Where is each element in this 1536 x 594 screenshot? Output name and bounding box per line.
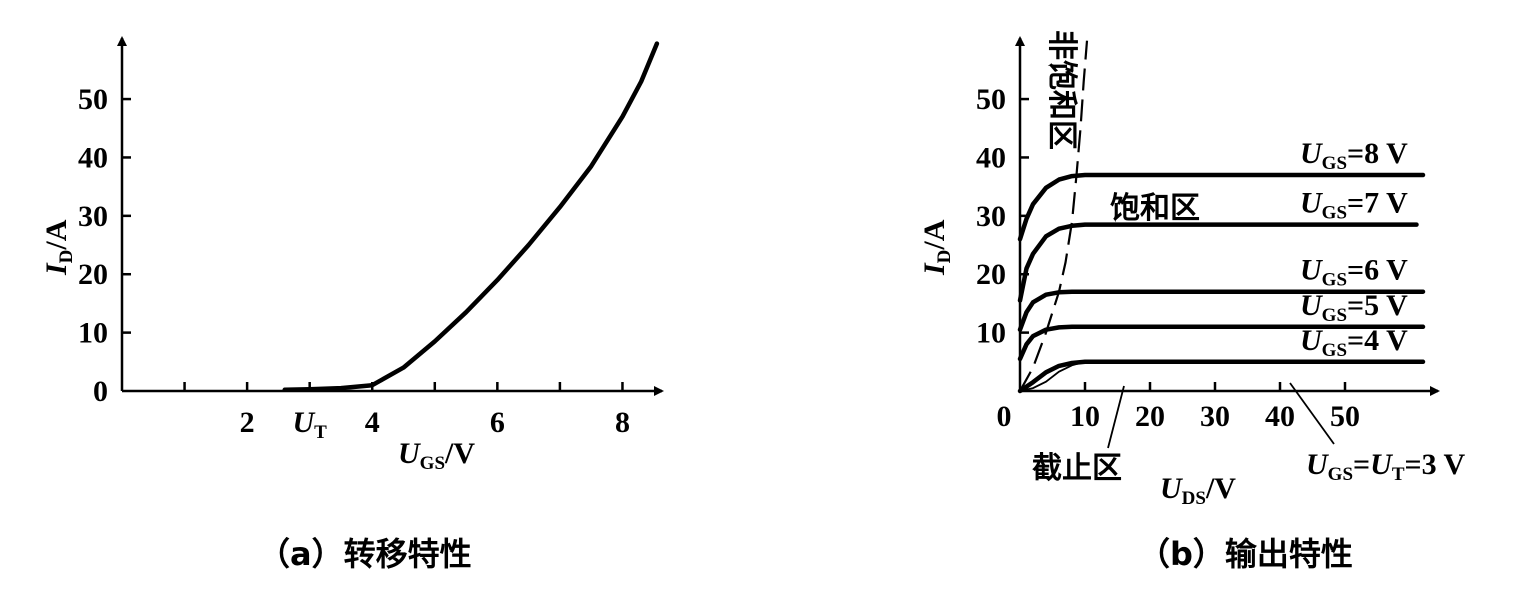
chart-b-x-tick-label-2: 30 [1200, 400, 1230, 433]
chart-a-ut-label: UT [292, 406, 327, 443]
chart-b-y-tick-label-2: 30 [976, 200, 1006, 233]
chart-b-x-tick-label-4: 50 [1330, 400, 1360, 433]
chart-b-boundary-dashed-line [1019, 40, 1089, 392]
chart-b-ut-note: UGS=UT=3 V [1306, 448, 1466, 485]
chart-b-origin-label: 0 [997, 400, 1012, 433]
chart-a-y-axis-label: ID/A [40, 219, 77, 276]
chart-b-ut-pointer [1289, 382, 1335, 445]
chart-b-caption: （b）输出特性 [1138, 535, 1353, 573]
chart-b-y-tick-label-3: 40 [976, 141, 1006, 174]
chart-a-x-tick-label-1: 4 [365, 406, 380, 439]
chart-b-x-axis-label: UDS/V [1160, 472, 1236, 509]
chart-b-x-tick-label-0: 10 [1070, 400, 1100, 433]
chart-a-x-tick-label-0: 2 [240, 406, 255, 439]
chart-b-x-ticks: 10 20 30 40 50 [1070, 382, 1360, 433]
chart-a-caption: （a）转移特性 [258, 535, 472, 573]
chart-b-curve-4 [1017, 359, 1426, 394]
chart-b-sat-region-label: 饱和区 [1110, 191, 1200, 226]
chart-b-curve-3 [1017, 324, 1426, 362]
chart-b-y-axis-label: ID/A [918, 219, 955, 276]
chart-a-y-tick-label-0: 0 [93, 375, 108, 408]
chart-a-transfer-curve [282, 41, 660, 393]
chart-a-x-tick-label-3: 8 [615, 406, 630, 439]
chart-a-y-tick-label-4: 40 [78, 141, 108, 174]
chart-b-curve-1 [1017, 222, 1419, 303]
chart-b-curve-label-0: UGS=8 V [1300, 137, 1408, 174]
chart-a-y-tick-label-1: 10 [78, 317, 108, 350]
chart-b-curve-label-4: UGS=4 V [1300, 324, 1408, 361]
chart-b-cutoff-pointer [1107, 385, 1125, 449]
chart-b-curve-label-2: UGS=6 V [1300, 254, 1408, 291]
chart-b-curve-0 [1017, 172, 1426, 242]
chart-b-cutoff-region-label: 截止区 [1032, 451, 1122, 486]
chart-b-curve-label-3: UGS=5 V [1300, 289, 1408, 326]
chart-a-y-tick-label-2: 20 [78, 258, 108, 291]
chart-b-y-tick-label-0: 10 [976, 317, 1006, 350]
chart-a-x-tick-label-2: 6 [490, 406, 505, 439]
transfer-characteristic-chart: 2 4 6 8 0 10 20 30 40 50 UT UGS/V ID/A （a）转移特性 [40, 36, 664, 573]
chart-b-y-ticks: 10 20 30 40 50 [976, 83, 1029, 350]
chart-b-curve-2 [1017, 289, 1426, 332]
chart-b-nonsat-region-label: 非饱和区 [1044, 30, 1079, 150]
chart-a-x-axis-label: UGS/V [398, 437, 475, 474]
chart-a-y-ticks: 0 10 20 30 40 50 [78, 83, 131, 408]
chart-b-x-tick-label-3: 40 [1265, 400, 1295, 433]
chart-a-y-tick-label-5: 50 [78, 83, 108, 116]
chart-a-x-ticks: 2 4 6 8 [183, 382, 630, 439]
chart-b-curve-label-1: UGS=7 V [1300, 187, 1408, 224]
chart-b-x-tick-label-1: 20 [1135, 400, 1165, 433]
chart-b-y-tick-label-4: 50 [976, 83, 1006, 116]
chart-a-y-tick-label-3: 30 [78, 200, 108, 233]
chart-b-y-tick-label-1: 20 [976, 258, 1006, 291]
chart-b-cutoff-line [1019, 360, 1423, 392]
